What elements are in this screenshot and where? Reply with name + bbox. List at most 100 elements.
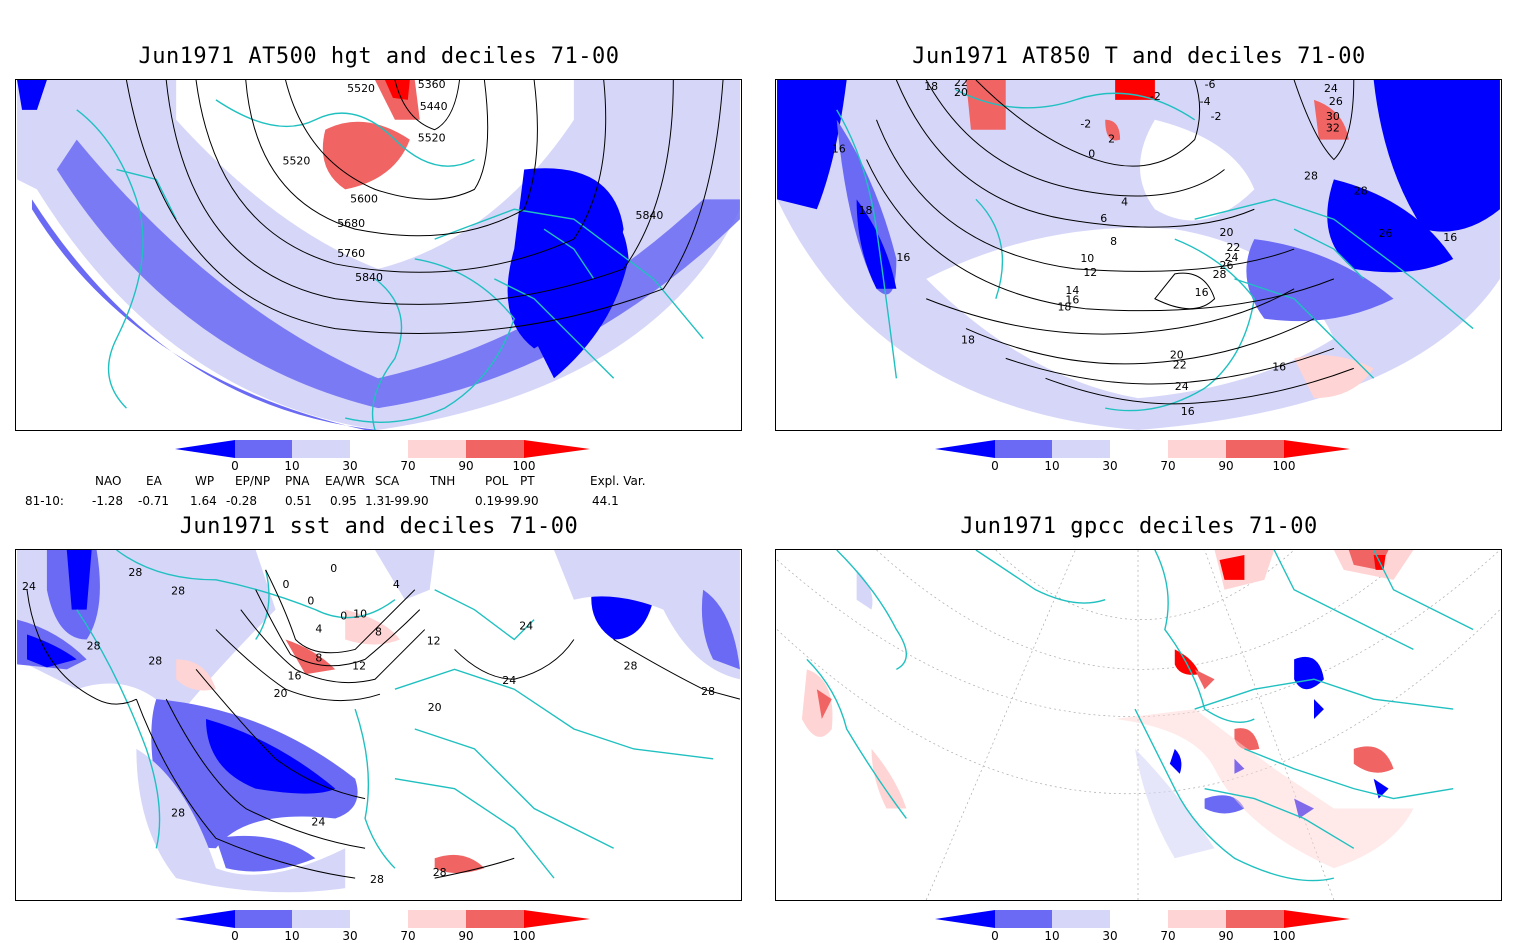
contour-label: 8: [1110, 235, 1117, 248]
colorbar-tick-label: 100: [1272, 929, 1296, 943]
contour-label: -2: [1211, 110, 1222, 123]
index-header: EP/NP: [235, 474, 271, 488]
map-t850-canvas: 18 20 22 -2 -4 -6 -2 -2 2 0 24 26 30 32 …: [777, 80, 1500, 430]
colorbar-swatch: [1168, 440, 1226, 458]
contour-label: 16: [832, 143, 846, 156]
contour-label: 28: [1213, 268, 1227, 281]
colorbar-t850-bar: [935, 440, 1350, 458]
contour-label: 16: [1195, 286, 1209, 299]
index-value: 1.31: [365, 494, 392, 508]
contour-label: 28: [128, 566, 142, 579]
colorbar-hgt500-labels: 0 10 30 70 90 100: [170, 459, 600, 473]
colorbar-tick-label: 100: [1272, 459, 1296, 473]
colorbar-tick-label: 10: [1044, 459, 1060, 473]
colorbar-tick-label: 0: [231, 929, 239, 943]
map-sst: 24 28 28 28 28 0 0 0 4 0 10 8 4 8 12 12 …: [15, 549, 742, 901]
index-value: -0.71: [138, 494, 170, 508]
contour-label: 12: [427, 634, 441, 647]
contour-label: -2: [1150, 90, 1161, 103]
colorbar-tick-label: 70: [400, 929, 416, 943]
map-gpcc-canvas: [776, 550, 1501, 900]
contour-label: 18: [859, 204, 873, 217]
colorbar-swatch: [935, 440, 995, 458]
contour-label: 4: [1121, 195, 1128, 208]
contour-label: 18: [924, 80, 938, 93]
colorbar-tick-label: 90: [458, 459, 474, 473]
contour-label: 5520: [347, 82, 375, 95]
colorbar-swatch: [524, 440, 590, 458]
contour-label: 30: [1326, 110, 1340, 123]
map-t850: 18 20 22 -2 -4 -6 -2 -2 2 0 24 26 30 32 …: [775, 79, 1502, 431]
colorbar-swatch: [1110, 440, 1168, 458]
colorbar-swatch: [235, 440, 292, 458]
colorbar-swatch: [466, 440, 524, 458]
contour-label: 5360: [418, 80, 446, 91]
colorbar-tick-label: 0: [991, 929, 999, 943]
contour-label: 10: [353, 608, 367, 621]
index-value: -1.28: [92, 494, 124, 508]
contour-label: -6: [1205, 80, 1216, 91]
contour-label: 0: [1088, 148, 1095, 161]
contour-label: 20: [954, 86, 968, 99]
contour-label: 24: [1225, 251, 1239, 264]
contour-label: 26: [1379, 227, 1393, 240]
index-row-label: 81-10:: [25, 494, 64, 508]
contour-label: 6: [1100, 212, 1107, 225]
contour-label: 10: [1080, 252, 1094, 265]
contour-label: 28: [1304, 169, 1318, 182]
index-header: PT: [520, 474, 535, 488]
index-header: NAO: [95, 474, 122, 488]
contour-label: 5680: [337, 217, 365, 230]
contour-label: 5760: [337, 247, 365, 260]
colorbar-swatch: [1284, 440, 1350, 458]
contour-label: 28: [148, 654, 162, 667]
contour-label: 16: [1181, 405, 1195, 418]
contour-label: 20: [1220, 226, 1234, 239]
colorbar-gpcc: 0 10 30 70 90 100: [930, 909, 1360, 943]
contour-label: 28: [433, 866, 447, 879]
index-header: TNH: [430, 474, 456, 488]
index-value: 0.51: [285, 494, 312, 508]
index-header: POL: [485, 474, 509, 488]
index-value: 0.95: [330, 494, 357, 508]
colorbar-swatch: [1110, 910, 1168, 928]
colorbar-tick-label: 70: [400, 459, 416, 473]
contour-label: 20: [274, 687, 288, 700]
colorbar-sst-bar: [175, 910, 590, 928]
index-value: -99.90: [390, 494, 429, 508]
contour-label: 5440: [420, 100, 448, 113]
colorbar-tick-label: 70: [1160, 929, 1176, 943]
contour-label: 8: [315, 651, 322, 664]
contour-label: 16: [1443, 231, 1457, 244]
colorbar-tick-label: 30: [1102, 459, 1118, 473]
colorbar-swatch: [995, 910, 1052, 928]
contour-label: 28: [171, 585, 185, 598]
colorbar-tick-label: 30: [342, 459, 358, 473]
colorbar-tick-label: 10: [284, 929, 300, 943]
contour-label: 28: [1354, 184, 1368, 197]
colorbar-swatch: [292, 440, 350, 458]
colorbar-sst: 0 10 30 70 90 100: [170, 909, 600, 943]
contour-label: 0: [330, 562, 337, 575]
index-header: PNA: [285, 474, 310, 488]
contour-label: 16: [896, 251, 910, 264]
colorbar-swatch: [935, 910, 995, 928]
colorbar-tick-label: 70: [1160, 459, 1176, 473]
panel-title-gpcc: Jun1971 gpcc deciles 71-00: [960, 514, 1318, 539]
colorbar-gpcc-labels: 0 10 30 70 90 100: [930, 929, 1360, 943]
contour-label: -2: [1080, 118, 1091, 131]
contour-label: 22: [1226, 241, 1240, 254]
index-value: -99.90: [500, 494, 539, 508]
colorbar-swatch: [175, 910, 235, 928]
index-header: Expl. Var.: [590, 474, 646, 488]
colorbar-swatch: [1052, 910, 1110, 928]
contour-label: 5520: [418, 132, 446, 145]
colorbar-hgt500-bar: [175, 440, 590, 458]
colorbar-tick-label: 0: [991, 459, 999, 473]
contour-label: 22: [954, 80, 968, 89]
contour-label: 5840: [636, 209, 664, 222]
colorbar-tick-label: 100: [512, 929, 536, 943]
contour-label: -4: [1200, 95, 1211, 108]
colorbar-swatch: [235, 910, 292, 928]
contour-label: 26: [1329, 95, 1343, 108]
